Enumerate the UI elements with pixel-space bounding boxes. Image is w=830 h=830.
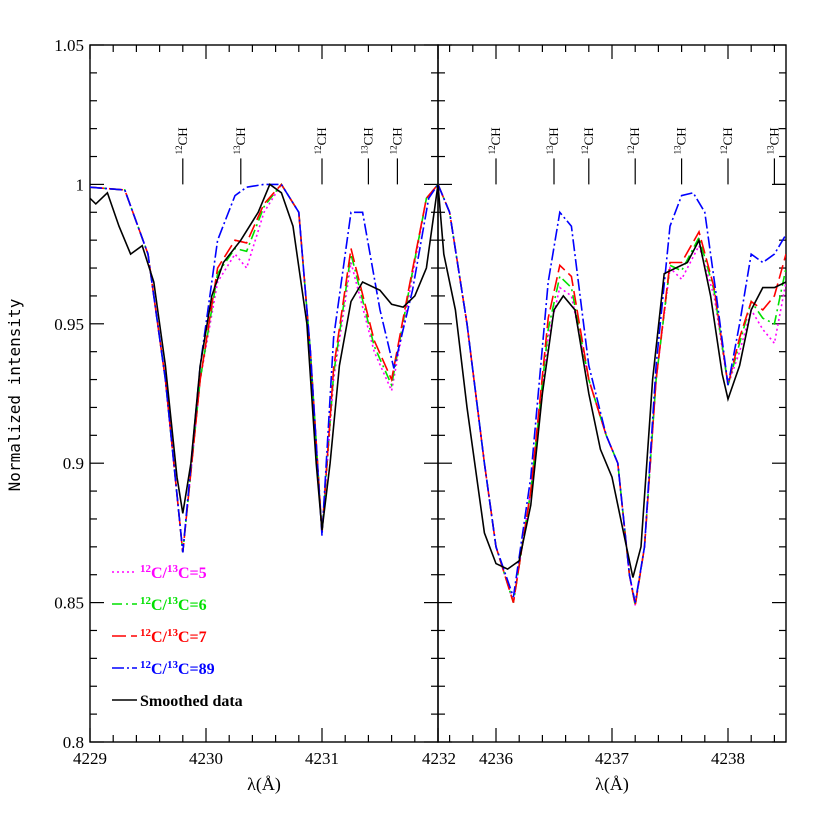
isotope-mass: 12 — [626, 145, 636, 154]
molecule-name: CH — [766, 127, 781, 145]
legend-isotope-1: 12 — [140, 563, 152, 575]
legend-label: 12C/13C=5 — [140, 563, 207, 582]
x-tick-label: 4237 — [595, 749, 630, 768]
legend-label: 12C/13C=6 — [140, 595, 207, 614]
legend-entry-r6: 12C/13C=6 — [112, 595, 207, 614]
isotope-mass: 12 — [388, 145, 398, 154]
isotope-mass: 13 — [545, 145, 555, 155]
molecule-name: CH — [360, 127, 375, 145]
legend-text-post: C=89 — [178, 661, 215, 678]
x-tick-label: 4236 — [479, 749, 513, 768]
legend-isotope-2: 13 — [167, 659, 179, 671]
legend-text-post: C=7 — [178, 629, 207, 646]
series-line-r5 — [90, 182, 438, 553]
line-id-label: 13CH — [765, 127, 781, 154]
legend-text-mid: C/ — [151, 597, 168, 614]
y-tick-label: 0.95 — [54, 315, 84, 334]
x-tick-label: 4230 — [189, 749, 223, 768]
line-id-label: 13CH — [359, 127, 375, 154]
legend-isotope-1: 12 — [140, 659, 152, 671]
legend-isotope-2: 13 — [167, 627, 179, 639]
legend: 12C/13C=512C/13C=612C/13C=712C/13C=89Smo… — [112, 563, 243, 710]
line-id-label: 12CH — [388, 127, 404, 154]
x-axis-label: λ(Å) — [595, 774, 629, 795]
y-tick-label: 1.05 — [54, 36, 84, 55]
line-id-label: 12CH — [487, 127, 503, 154]
legend-text-mid: C/ — [151, 565, 168, 582]
legend-isotope-1: 12 — [140, 627, 152, 639]
series-line-data — [438, 184, 786, 578]
molecule-name: CH — [175, 127, 190, 145]
molecule-name: CH — [389, 127, 404, 145]
legend-label: 12C/13C=89 — [140, 659, 215, 678]
line-id-label: 13CH — [545, 127, 561, 154]
panel-2: 4236 4237 4238λ(Å)12CH13CH12CH12CH13CH12CH… — [437, 44, 787, 795]
line-id-label: 13CH — [673, 127, 689, 154]
legend-text-post: C=6 — [178, 597, 207, 614]
legend-entry-r89: 12C/13C=89 — [112, 659, 215, 678]
legend-isotope-2: 13 — [167, 563, 179, 575]
x-axis-label: λ(Å) — [247, 774, 281, 795]
series-line-r5 — [438, 184, 786, 606]
molecule-name: CH — [627, 127, 642, 145]
series-group — [90, 182, 438, 553]
panel-1: 0.8 0.85 0.9 0.95 1 1.05 4229 4230 4231 4232 λ(Å) 1… — [54, 36, 456, 795]
series-line-r89 — [438, 184, 786, 603]
x-tick-label: 4231 — [305, 749, 339, 768]
x-tick-label: 4232 — [422, 749, 456, 768]
isotope-mass: 13 — [359, 145, 369, 155]
series-group — [438, 184, 786, 606]
isotope-mass: 13 — [673, 145, 683, 155]
legend-entry-r5: 12C/13C=5 — [112, 563, 207, 582]
y-axis-label: Normalized intensity — [5, 298, 24, 491]
isotope-mass: 13 — [232, 145, 242, 155]
line-id-label: 13CH — [232, 127, 248, 154]
molecule-name: CH — [314, 127, 329, 145]
legend-text-mid: C/ — [151, 661, 168, 678]
series-line-r89 — [90, 183, 438, 553]
y-tick-label: 1 — [76, 175, 85, 194]
y-tick-label: 0.8 — [63, 733, 84, 752]
x-tick-label: 4229 — [73, 749, 107, 768]
line-id-label: 12CH — [719, 127, 735, 154]
series-line-data — [90, 183, 438, 531]
molecule-name: CH — [546, 127, 561, 145]
line-id-label: 12CH — [580, 127, 596, 154]
y-tick-label: 0.9 — [63, 454, 84, 473]
legend-isotope-1: 12 — [140, 595, 152, 607]
panels: 0.8 0.85 0.9 0.95 1 1.05 4229 4230 4231 4232 λ(Å) 1… — [54, 36, 787, 795]
line-id-label: 12CH — [626, 127, 642, 154]
legend-isotope-2: 13 — [167, 595, 179, 607]
isotope-mass: 12 — [313, 145, 323, 154]
legend-text-post: C=5 — [178, 565, 207, 582]
molecule-name: CH — [581, 127, 596, 145]
isotope-mass: 13 — [765, 145, 775, 155]
isotope-mass: 12 — [580, 145, 590, 154]
series-line-r6 — [438, 184, 786, 606]
molecule-name: CH — [674, 127, 689, 145]
legend-label: Smoothed data — [140, 693, 243, 710]
isotope-mass: 12 — [487, 145, 497, 154]
legend-entry-r7: 12C/13C=7 — [112, 627, 207, 646]
x-tick-label: 4238 — [711, 749, 745, 768]
molecule-name: CH — [720, 127, 735, 145]
molecule-name: CH — [233, 127, 248, 145]
series-line-r7 — [438, 184, 786, 606]
isotope-mass: 12 — [174, 145, 184, 154]
legend-text-mid: C/ — [151, 629, 168, 646]
molecule-name: CH — [488, 127, 503, 145]
line-id-label: 12CH — [313, 127, 329, 154]
isotope-mass: 12 — [719, 145, 729, 154]
legend-entry-data: Smoothed data — [112, 693, 243, 710]
line-id-label: 12CH — [174, 127, 190, 154]
y-tick-label: 0.85 — [54, 594, 84, 613]
legend-label: 12C/13C=7 — [140, 627, 207, 646]
